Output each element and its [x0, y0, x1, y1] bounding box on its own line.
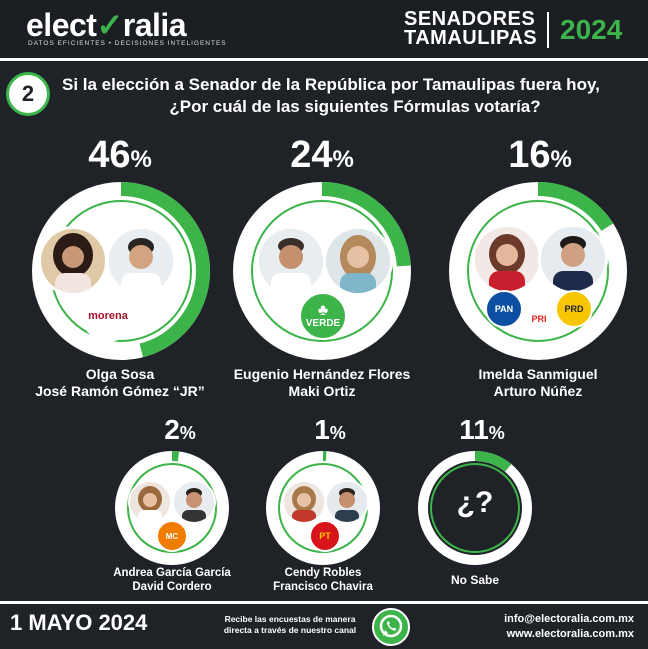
header-title: SENADORES TAMAULIPAS	[404, 8, 538, 49]
top-bar: elect✓ralia DATOS EFICIENTES • DECISIONE…	[0, 0, 648, 58]
party-logo-pri: PRI	[520, 300, 558, 338]
party-logo-mc: MC	[156, 520, 188, 552]
candidate-photo-imelda-sanmiguel	[472, 224, 542, 294]
question-number: 2	[6, 72, 50, 116]
whatsapp-icon[interactable]	[372, 608, 410, 646]
party-logo-pt: PT	[309, 520, 341, 552]
candidate-photo-francisco-chavira	[325, 480, 369, 524]
candidate-photo-cendy-robles	[282, 480, 326, 524]
option-2-names: Eugenio Hernández Flores Maki Ortiz	[233, 366, 411, 399]
candidate-photo-arturo-nunez	[538, 224, 608, 294]
party-logo-prd: PRD	[555, 290, 593, 328]
header-separator	[547, 12, 549, 48]
option-5-percentage: 1%	[314, 414, 346, 445]
candidate-photo-andrea-garcia	[128, 480, 172, 524]
channel-promo-text: Recibe las encuestas de manera directa a …	[223, 614, 357, 635]
question-text: Si la elección a Senador de la República…	[62, 75, 600, 116]
option-5-names: Cendy Robles Francisco Chavira	[273, 567, 373, 593]
candidate-photo-david-cordero	[172, 480, 216, 524]
candidate-photo-maki-ortiz	[323, 226, 393, 296]
contact-info: info@electoralia.com.mx www.electoralia.…	[504, 612, 634, 642]
header-year: 2024	[560, 14, 623, 45]
option-1-percentage: 46%	[88, 134, 152, 176]
option-6-names: No Sabe	[450, 573, 499, 587]
candidate-photo-eugenio-hernandez	[256, 226, 326, 296]
tagline: DATOS EFICIENTES • DECISIONES INTELIGENT…	[28, 40, 227, 47]
option-2-percentage: 24%	[290, 134, 354, 176]
party-logo-morena: morena	[82, 290, 134, 342]
contact-email[interactable]: info@electoralia.com.mx	[504, 613, 634, 625]
option-4-percentage: 2%	[164, 414, 196, 445]
contact-website[interactable]: www.electoralia.com.mx	[506, 628, 634, 640]
option-6-ring	[418, 451, 532, 565]
electoralia-logo: elect✓ralia	[26, 7, 187, 43]
party-logo-pan: PAN	[485, 290, 523, 328]
survey-date: 1 MAYO 2024	[10, 610, 148, 635]
party-logo-verde: ♣ VERDE	[299, 292, 347, 340]
no-sabe-symbol: ¿?	[456, 486, 494, 519]
option-4-names: Andrea García García David Cordero	[113, 567, 231, 593]
option-1-names: Olga Sosa José Ramón Gómez “JR”	[35, 366, 205, 399]
option-3-percentage: 16%	[508, 134, 572, 176]
footer-rule	[0, 601, 648, 604]
candidate-photo-olga-sosa	[38, 226, 108, 296]
header-rule	[0, 58, 648, 61]
option-3-names: Imelda Sanmiguel Arturo Núñez	[478, 366, 598, 399]
candidate-photo-jose-ramon-gomez	[106, 226, 176, 296]
option-6-percentage: 11%	[459, 414, 505, 445]
